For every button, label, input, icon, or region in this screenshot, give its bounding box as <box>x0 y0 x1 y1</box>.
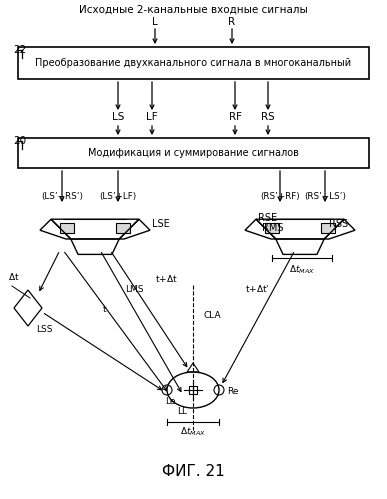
Bar <box>18 138 369 168</box>
Text: (RS’+RF): (RS’+RF) <box>260 192 300 201</box>
Text: ФИГ. 21: ФИГ. 21 <box>162 465 224 480</box>
Bar <box>189 386 197 394</box>
Text: RSS: RSS <box>329 219 348 229</box>
Text: Исходные 2-канальные входные сигналы: Исходные 2-канальные входные сигналы <box>79 5 307 15</box>
Text: LF: LF <box>146 112 158 122</box>
Text: Преобразование двухканального сигнала в многоканальный: Преобразование двухканального сигнала в … <box>36 58 351 68</box>
Text: $\Delta t_{MAX}$: $\Delta t_{MAX}$ <box>180 426 206 439</box>
Text: Le: Le <box>165 398 175 407</box>
Text: L: L <box>152 17 158 27</box>
Text: $\Delta$t: $\Delta$t <box>8 271 20 282</box>
Text: RS: RS <box>261 112 275 122</box>
Text: Модификация и суммирование сигналов: Модификация и суммирование сигналов <box>88 148 299 158</box>
Text: LSS: LSS <box>36 325 53 334</box>
Text: t+$\Delta$t: t+$\Delta$t <box>155 272 178 283</box>
Text: RSE: RSE <box>258 213 277 223</box>
Bar <box>18 47 369 79</box>
Text: t: t <box>103 305 107 314</box>
Text: (LS’+LF): (LS’+LF) <box>99 192 137 201</box>
Bar <box>60 223 74 233</box>
Text: (RS’−LS’): (RS’−LS’) <box>304 192 346 201</box>
Bar <box>321 223 335 233</box>
Text: RMS: RMS <box>262 223 284 233</box>
Bar <box>265 223 279 233</box>
Text: R: R <box>228 17 236 27</box>
Text: 20: 20 <box>13 136 26 146</box>
Text: $\Delta t_{MAX}$: $\Delta t_{MAX}$ <box>289 264 315 276</box>
Text: RF: RF <box>228 112 241 122</box>
Text: LL: LL <box>177 408 187 417</box>
Text: LSE: LSE <box>152 219 170 229</box>
Bar <box>116 223 130 233</box>
Text: (LS’−RS’): (LS’−RS’) <box>41 192 83 201</box>
Text: LMS: LMS <box>125 285 144 294</box>
Text: Re: Re <box>227 388 238 397</box>
Text: CLA: CLA <box>203 310 221 319</box>
Text: LS: LS <box>112 112 124 122</box>
Text: t+$\Delta$t': t+$\Delta$t' <box>245 282 269 293</box>
Text: 22: 22 <box>13 45 26 55</box>
